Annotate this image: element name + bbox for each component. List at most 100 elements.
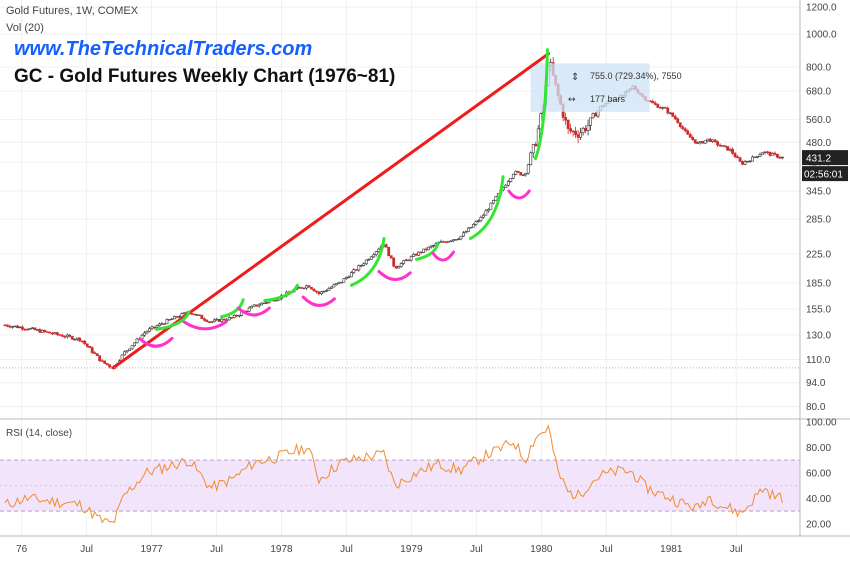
candle-body xyxy=(472,224,475,228)
candle-body xyxy=(469,226,473,229)
price-tick-label: 130.0 xyxy=(806,330,831,341)
candle-body xyxy=(698,141,702,144)
candle-body xyxy=(28,328,32,330)
candle-body xyxy=(776,154,779,158)
rsi-label: RSI (14, close) xyxy=(6,428,73,439)
candle-body xyxy=(235,315,239,317)
candle-body xyxy=(576,134,580,138)
magenta-arc xyxy=(301,295,336,307)
candle-body xyxy=(310,286,313,290)
measure-range-icon: ⇕ xyxy=(571,72,579,83)
candle-body xyxy=(227,317,231,321)
candle-body xyxy=(300,287,303,289)
candle-body xyxy=(474,221,478,225)
candle-body xyxy=(738,157,742,162)
candle-body xyxy=(696,142,700,144)
last-price-badge xyxy=(802,150,848,166)
candle-body xyxy=(676,118,680,124)
candle-body xyxy=(250,305,254,309)
green-arc xyxy=(349,236,386,287)
candle-body xyxy=(257,304,261,307)
candle-body xyxy=(467,227,470,232)
candle-body xyxy=(374,251,378,256)
candle-body xyxy=(55,332,59,335)
measure-change-label: 755.0 (729.34%), 7550 xyxy=(590,71,682,81)
candle-body xyxy=(337,281,341,284)
candle-body xyxy=(511,173,515,179)
candle-body xyxy=(417,251,421,256)
candle-body xyxy=(130,345,134,350)
candle-body xyxy=(232,315,236,318)
candle-body xyxy=(459,235,463,240)
overlay-layer: ⇕↔ xyxy=(0,48,800,370)
candle-body xyxy=(83,340,87,345)
measure-bars-icon: ↔ xyxy=(568,95,576,105)
time-tick-label: 1979 xyxy=(400,544,423,555)
candle-body xyxy=(661,107,665,109)
price-tick-label: 285.0 xyxy=(806,215,831,226)
candle-body xyxy=(65,334,69,338)
candle-body xyxy=(210,321,214,323)
candle-body xyxy=(359,264,363,267)
candle-body xyxy=(78,337,82,342)
time-tick-label: 76 xyxy=(16,544,28,555)
candle-body xyxy=(315,290,318,293)
candle-body xyxy=(18,326,22,329)
candle-body xyxy=(307,285,311,288)
candle-body xyxy=(781,156,784,159)
candle-body xyxy=(534,144,538,147)
candle-body xyxy=(135,338,139,344)
price-tick-label: 680.0 xyxy=(806,86,831,97)
candle-body xyxy=(452,239,455,242)
candle-body xyxy=(23,328,27,331)
candle-body xyxy=(464,231,468,234)
candle-body xyxy=(432,245,435,247)
candle-body xyxy=(651,101,655,104)
candle-body xyxy=(733,153,737,158)
candle-body xyxy=(449,240,453,242)
candle-body xyxy=(33,327,37,331)
candle-body xyxy=(399,263,403,267)
candle-body xyxy=(302,287,306,290)
candle-body xyxy=(778,157,782,159)
candle-body xyxy=(103,360,107,364)
candle-body xyxy=(354,269,358,271)
candle-body xyxy=(678,122,682,128)
candle-body xyxy=(339,281,343,284)
candle-body xyxy=(344,277,348,279)
magenta-arc xyxy=(139,336,174,348)
candle-body xyxy=(247,307,251,312)
candle-body xyxy=(105,363,109,366)
candle-body xyxy=(70,336,74,340)
chart-title: GC - Gold Futures Weekly Chart (1976~81) xyxy=(14,66,396,87)
candle-body xyxy=(706,138,710,142)
candle-body xyxy=(484,210,488,216)
candle-body xyxy=(202,318,206,321)
website-label: www.TheTechnicalTraders.com xyxy=(14,38,313,60)
candle-body xyxy=(26,328,29,331)
time-tick-label: Jul xyxy=(730,544,743,555)
candle-body xyxy=(584,127,587,132)
candle-body xyxy=(197,314,201,316)
candle-body xyxy=(349,272,353,278)
candle-body xyxy=(260,302,264,306)
candle-body xyxy=(726,146,729,151)
grid-layer xyxy=(0,0,800,536)
candle-body xyxy=(212,319,216,323)
candle-body xyxy=(743,161,747,165)
candle-body xyxy=(182,312,186,314)
candle-body xyxy=(407,259,411,262)
candle-body xyxy=(367,258,371,261)
candle-body xyxy=(392,257,396,267)
magenta-arc xyxy=(377,269,412,282)
candle-body xyxy=(312,288,316,292)
candle-body xyxy=(207,321,211,323)
time-tick-label: 1977 xyxy=(140,544,163,555)
candle-body xyxy=(377,248,381,252)
candle-body xyxy=(773,152,777,155)
rsi-tick-label: 20.00 xyxy=(806,519,831,530)
candle-body xyxy=(275,299,278,302)
candle-body xyxy=(320,291,323,295)
candle-body xyxy=(571,130,575,133)
candle-body xyxy=(688,134,692,138)
